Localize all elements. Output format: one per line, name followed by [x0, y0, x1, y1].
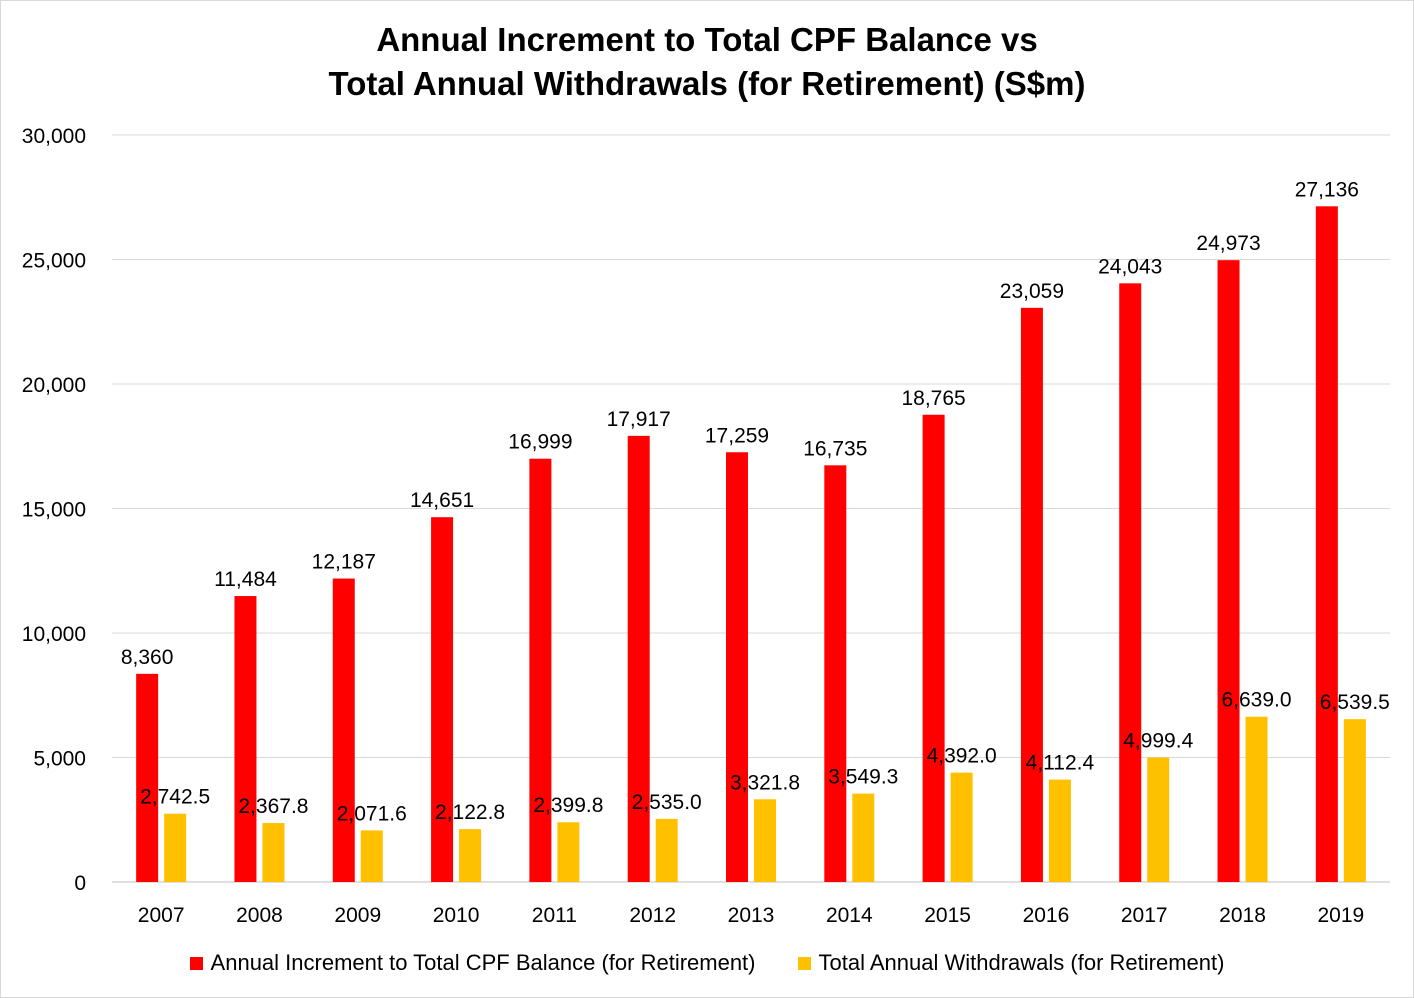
data-label-increment: 27,136 [1295, 178, 1359, 201]
x-tick-label: 2016 [1023, 904, 1070, 927]
y-tick-label: 15,000 [22, 499, 86, 522]
x-tick-label: 2013 [728, 904, 775, 927]
y-tick-label: 5,000 [33, 748, 86, 771]
bar-increment [1217, 260, 1240, 882]
x-tick-label: 2008 [236, 904, 283, 927]
chart-title-line-1: Annual Increment to Total CPF Balance vs [376, 21, 1038, 58]
data-label-withdrawals: 2,071.6 [337, 802, 407, 825]
bar-withdrawals [950, 772, 973, 882]
data-label-withdrawals: 2,742.5 [140, 786, 210, 809]
x-tick-label: 2011 [532, 904, 577, 927]
legend-swatch-red [189, 956, 203, 970]
bar-increment [431, 517, 454, 882]
y-tick-label: 30,000 [22, 125, 86, 148]
bar-withdrawals [1048, 779, 1071, 882]
legend-item-withdrawals: Total Annual Withdrawals (for Retirement… [797, 950, 1225, 976]
bar-increment [726, 452, 748, 882]
bar-increment [136, 673, 159, 882]
bar-increment [1119, 283, 1142, 882]
data-label-withdrawals: 2,367.8 [238, 795, 308, 818]
y-tick-label: 0 [74, 872, 86, 895]
data-label-withdrawals: 6,639.0 [1221, 689, 1291, 712]
bars [136, 206, 1366, 882]
bar-increment [627, 435, 650, 882]
x-tick-label: 2012 [629, 904, 676, 927]
data-label-withdrawals: 2,122.8 [435, 801, 505, 824]
bar-withdrawals [1343, 719, 1366, 882]
bar-increment [1020, 307, 1043, 882]
legend-item-increment: Annual Increment to Total CPF Balance (f… [189, 950, 756, 976]
bar-withdrawals [360, 830, 383, 882]
bar-increment [234, 596, 257, 882]
x-tick-label: 2009 [334, 904, 381, 927]
data-label-increment: 18,765 [901, 387, 965, 410]
legend-swatch-yellow [797, 956, 811, 970]
chart-title-line-2: Total Annual Withdrawals (for Retirement… [328, 65, 1086, 102]
y-tick-label: 20,000 [22, 374, 86, 397]
data-label-increment: 24,973 [1196, 232, 1260, 255]
bar-increment [529, 458, 552, 882]
data-label-increment: 23,059 [1000, 280, 1064, 303]
data-label-withdrawals: 2,399.8 [533, 794, 603, 817]
bar-increment [1315, 206, 1338, 882]
data-labels: 8,360 2,742.5 11,484 2,367.8 12,187 2,071.6 14… [121, 178, 1390, 825]
x-tick-label: 2014 [826, 904, 873, 927]
data-label-withdrawals: 4,999.4 [1123, 730, 1193, 753]
data-label-withdrawals: 3,321.8 [730, 771, 800, 794]
x-tick-label: 2007 [138, 904, 185, 927]
data-label-withdrawals: 6,539.5 [1320, 691, 1390, 714]
legend-label-increment: Annual Increment to Total CPF Balance (f… [210, 950, 756, 975]
bar-increment [332, 578, 355, 882]
bar-withdrawals [852, 793, 875, 882]
bar-withdrawals [459, 829, 482, 882]
bar-withdrawals [557, 822, 580, 882]
bar-increment [922, 414, 945, 882]
bar-withdrawals [754, 799, 776, 882]
x-axis: 2007 2008 2009 2010 2011 2012 2013 2014 2015 2016… [138, 904, 1364, 927]
x-tick-label: 2017 [1121, 904, 1168, 927]
y-tick-label: 25,000 [22, 250, 86, 273]
bar-increment [824, 465, 847, 882]
data-label-increment: 17,917 [607, 408, 671, 431]
gridlines [112, 134, 1390, 883]
legend-label-withdrawals: Total Annual Withdrawals (for Retirement… [818, 950, 1225, 975]
data-label-increment: 12,187 [312, 551, 376, 574]
data-label-increment: 24,043 [1098, 255, 1162, 278]
data-label-withdrawals: 4,392.0 [927, 745, 997, 768]
bar-withdrawals [1245, 716, 1268, 882]
data-label-increment: 11,484 [214, 568, 277, 591]
data-label-increment: 14,651 [410, 489, 474, 512]
chart-title: Annual Increment to Total CPF Balance vs… [0, 18, 1414, 106]
data-label-withdrawals: 2,535.0 [632, 791, 702, 814]
data-label-increment: 8,360 [121, 646, 174, 669]
legend: Annual Increment to Total CPF Balance (f… [0, 950, 1414, 976]
y-tick-label: 10,000 [22, 623, 86, 646]
bar-withdrawals [1147, 757, 1170, 882]
y-axis: 0 5,000 10,000 15,000 20,000 25,000 30,000 [22, 125, 86, 895]
data-label-increment: 16,999 [508, 431, 572, 454]
x-tick-label: 2018 [1219, 904, 1266, 927]
x-tick-label: 2015 [924, 904, 971, 927]
data-label-withdrawals: 4,112.4 [1026, 752, 1095, 775]
x-tick-label: 2010 [433, 904, 480, 927]
bar-withdrawals [655, 818, 678, 882]
x-tick-label: 2019 [1317, 904, 1364, 927]
data-label-withdrawals: 3,549.3 [828, 766, 898, 789]
data-label-increment: 16,735 [803, 437, 867, 460]
bar-withdrawals [164, 813, 187, 882]
bar-withdrawals [262, 823, 285, 882]
data-label-increment: 17,259 [705, 424, 769, 447]
